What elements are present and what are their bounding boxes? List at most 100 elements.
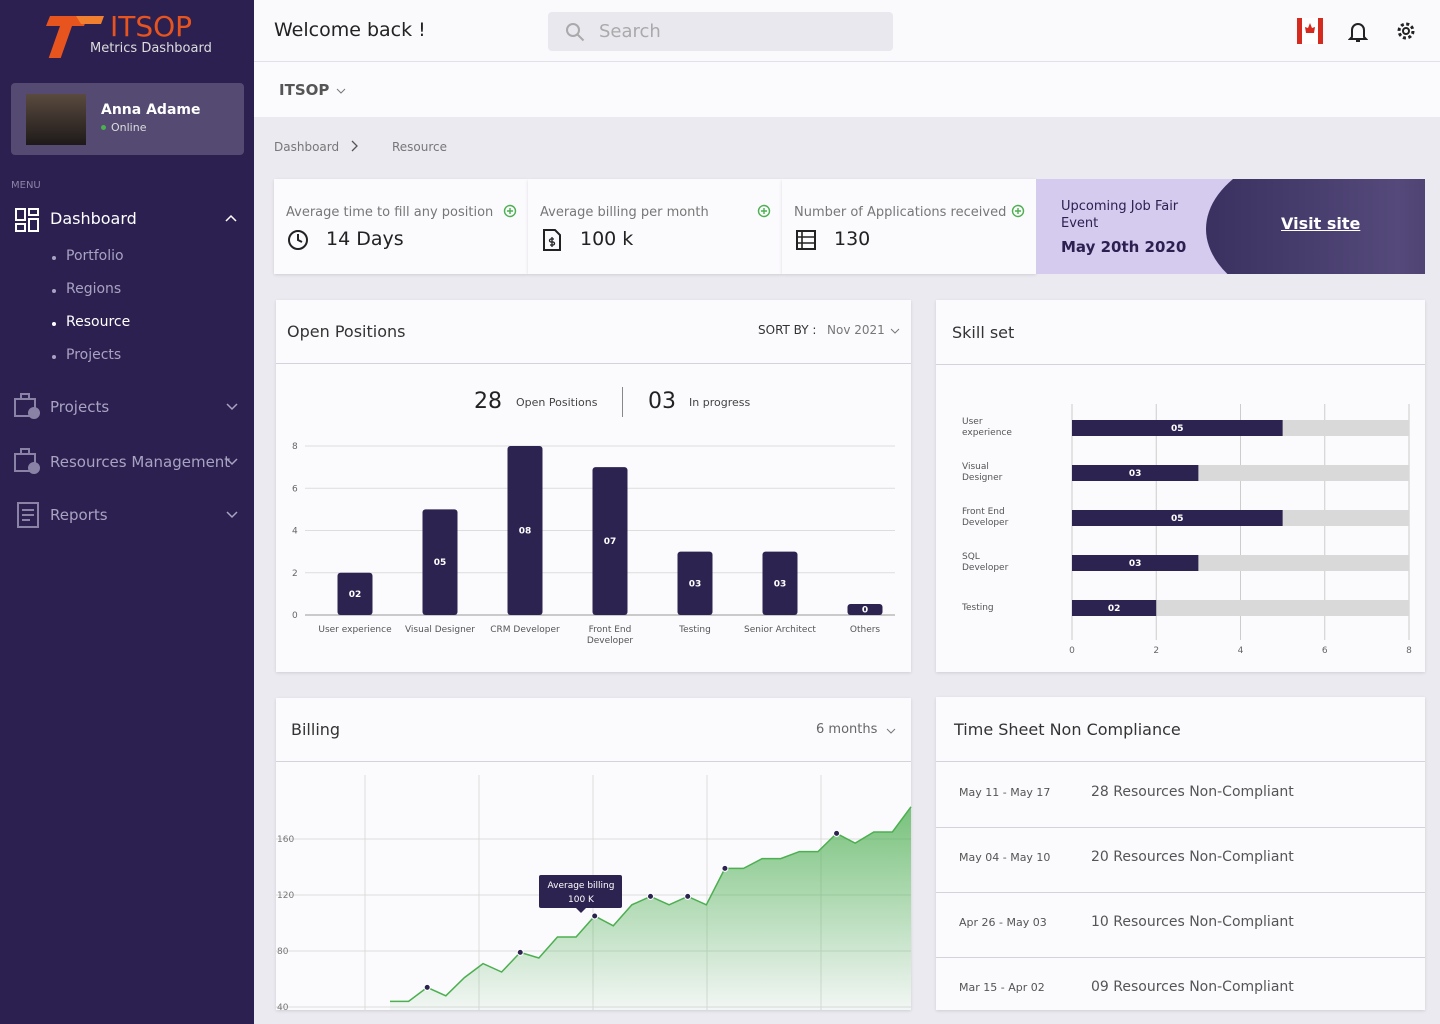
timesheet-count: 10 Resources Non-Compliant <box>1091 914 1294 930</box>
flag-canada[interactable] <box>1297 18 1323 44</box>
logo-mark <box>46 16 104 58</box>
user-status: Online <box>111 121 147 134</box>
x-tick-label-box: CRM Developer <box>490 625 560 635</box>
bar <box>762 551 798 615</box>
sort-value[interactable]: Nov 2021 <box>827 323 885 337</box>
y-tick-label-box: Testing <box>962 603 994 613</box>
x-tick-label-box: Others <box>849 625 881 635</box>
timesheet-period: Mar 15 - Apr 02 <box>959 981 1045 994</box>
logo-text: ITSOP <box>110 10 193 43</box>
bar <box>337 572 373 615</box>
card-title: Time Sheet Non Compliance <box>954 720 1181 739</box>
chevron <box>226 458 238 466</box>
kpi-plus[interactable] <box>1011 204 1025 218</box>
nav-subitem[interactable]: Resource <box>66 314 131 330</box>
event-date: May 20th 2020 <box>1061 238 1187 256</box>
timesheet-count: 09 Resources Non-Compliant <box>1091 979 1294 995</box>
event-link[interactable]: Visit site <box>1281 214 1361 233</box>
bar <box>1072 465 1199 481</box>
x-tick-label: Senior Architect <box>744 625 816 635</box>
bar <box>847 604 883 615</box>
kpi-label: Number of Applications received <box>794 205 1007 220</box>
dashboard-icon <box>15 208 39 232</box>
point <box>684 892 692 900</box>
value-label: 02 <box>349 590 362 600</box>
chevron <box>226 403 238 411</box>
timesheet-period: Apr 26 - May 03 <box>959 916 1047 929</box>
divider <box>936 827 1425 828</box>
period-selector[interactable]: 6 months <box>816 722 878 737</box>
x-tick-label: CRM Developer <box>490 625 560 635</box>
value-label: 07 <box>604 537 617 547</box>
kpi-plus[interactable] <box>503 204 517 218</box>
y-tick-label-box: SQL Developer <box>962 552 1009 573</box>
user-card[interactable]: Anna Adame Online <box>11 83 244 155</box>
y-tick-label: 6 <box>292 484 298 494</box>
y-tick-label: Front End Developer <box>962 507 1009 528</box>
summary-value: 28 <box>474 389 502 414</box>
value-label: 03 <box>774 579 787 589</box>
x-tick-label: 2 <box>1153 646 1159 656</box>
timesheet-period: May 11 - May 17 <box>959 786 1051 799</box>
invoice-icon <box>543 229 561 251</box>
x-tick-label-box: Senior Architect <box>744 625 816 635</box>
clock-icon <box>288 230 308 250</box>
org-selector[interactable]: ITSOP <box>279 81 330 99</box>
nav-item[interactable]: Projects <box>50 398 110 416</box>
bar <box>1072 510 1283 526</box>
y-tick-label: 4 <box>292 527 298 537</box>
x-tick-label: Front End Developer <box>586 625 634 646</box>
y-tick-label: 120 <box>277 891 294 901</box>
x-tick-label: Others <box>849 625 881 635</box>
kpi-card: Average billing per month 100 k <box>528 179 782 274</box>
sidebar: ITSOP Metrics Dashboard Anna Adame Onlin… <box>0 0 254 1024</box>
bar <box>677 551 713 615</box>
nav-subitem[interactable]: Regions <box>66 281 122 297</box>
y-tick-label: SQL Developer <box>962 552 1009 573</box>
summary-label: In progress <box>689 396 751 409</box>
x-tick-label-box: Front End Developer <box>586 625 634 646</box>
x-tick-label: 4 <box>1238 646 1244 656</box>
breadcrumb-sep <box>351 140 358 152</box>
tooltip-label: Average billing <box>548 881 615 891</box>
divider <box>936 892 1425 893</box>
bar <box>507 446 543 615</box>
x-tick-label-box: Visual Designer <box>404 625 476 635</box>
kpi-plus[interactable] <box>757 204 771 218</box>
bullet <box>52 355 56 359</box>
nav-item[interactable]: Resources Management <box>50 453 231 471</box>
kpi-card: Number of Applications received 130 <box>782 179 1036 274</box>
y-tick-label: 160 <box>277 835 294 845</box>
y-tick-label: 0 <box>292 611 298 621</box>
x-tick-label: Testing <box>679 625 711 635</box>
chevron <box>890 328 900 334</box>
value-label: 03 <box>1129 469 1142 479</box>
y-tick-label-box: Visual Designer <box>962 462 1002 483</box>
summary-value: 03 <box>648 389 676 414</box>
card-title: Open Positions <box>287 322 406 341</box>
point <box>833 829 841 837</box>
chevron <box>226 511 238 519</box>
bullet <box>52 289 56 293</box>
y-tick-label: User experience <box>962 417 1012 438</box>
bell-icon[interactable] <box>1348 20 1368 44</box>
nav-subitem[interactable]: Projects <box>66 347 122 363</box>
timesheet-count: 20 Resources Non-Compliant <box>1091 849 1294 865</box>
value-label: 08 <box>519 527 532 537</box>
search-box[interactable]: Search <box>548 12 893 51</box>
x-tick-label: Visual Designer <box>404 625 476 635</box>
timesheet-count: 28 Resources Non-Compliant <box>1091 784 1294 800</box>
nav-item[interactable]: Reports <box>50 506 108 524</box>
chevron <box>336 88 346 94</box>
value-label: 05 <box>1171 424 1184 434</box>
y-tick-label-box: User experience <box>962 417 1012 438</box>
search-placeholder: Search <box>599 21 661 42</box>
settings-icon[interactable] <box>1395 20 1417 42</box>
nav-subitem[interactable]: Portfolio <box>66 248 124 264</box>
divider <box>622 387 623 417</box>
divider <box>936 761 1425 762</box>
breadcrumb-item[interactable]: Dashboard <box>274 140 340 154</box>
timesheet-period: May 04 - May 10 <box>959 851 1051 864</box>
nav-item[interactable]: Dashboard <box>50 209 137 228</box>
